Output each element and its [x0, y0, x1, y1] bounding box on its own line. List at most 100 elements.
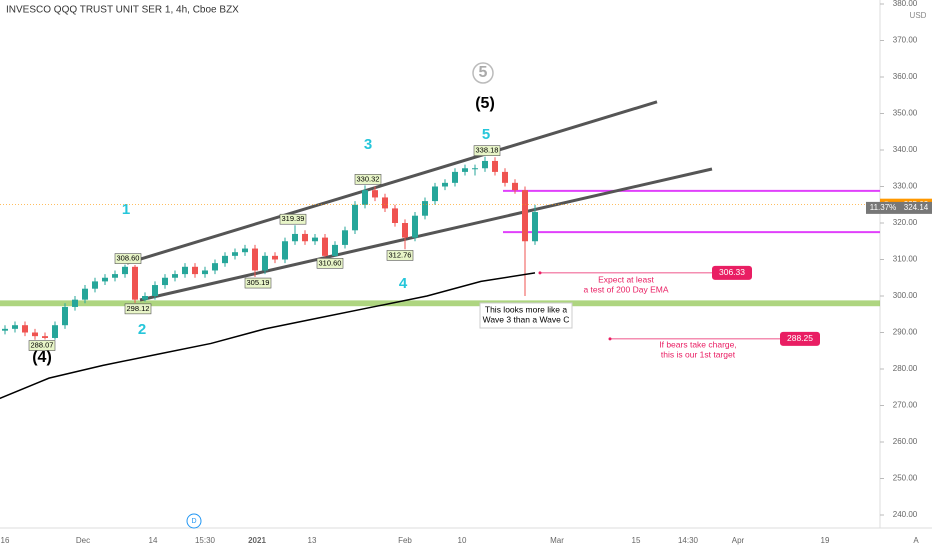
- currency: USD: [910, 11, 927, 20]
- y-tick-label: 360.00: [893, 72, 918, 81]
- candle-body: [242, 248, 248, 253]
- candle-body: [362, 190, 368, 205]
- wave-label: (4): [32, 349, 52, 366]
- target-dot: [608, 337, 612, 341]
- candle-body: [412, 215, 418, 238]
- candle-body: [392, 208, 398, 223]
- candle-body: [252, 248, 258, 271]
- note-box: [479, 302, 573, 329]
- note-text: this is our 1st target: [661, 349, 736, 359]
- wave-label: 3: [364, 136, 372, 153]
- x-tick-label: Dec: [76, 536, 90, 545]
- channel-upper: [126, 100, 658, 265]
- price-label: 305.19: [247, 278, 270, 287]
- candle-body: [262, 255, 268, 271]
- candle-body: [372, 190, 378, 198]
- dividend: D: [191, 518, 196, 525]
- x-tick-label: Feb: [398, 536, 412, 545]
- candle-body: [152, 285, 158, 296]
- candle-body: [302, 233, 308, 242]
- target-badge: [712, 265, 752, 280]
- candle-body: [352, 204, 358, 231]
- candle-body: [282, 241, 288, 260]
- target-badge: [780, 331, 820, 346]
- candle-body: [92, 281, 98, 289]
- y-tick-label: 350.00: [893, 109, 918, 118]
- candle-body: [2, 328, 8, 331]
- candle-body: [132, 266, 138, 300]
- y-tick-label: 280.00: [893, 364, 918, 373]
- candle-body: [162, 277, 168, 286]
- candle-body: [182, 266, 188, 275]
- candle-body: [292, 233, 298, 242]
- candle-body: [312, 237, 318, 242]
- x-tick-label: 14: [149, 536, 158, 545]
- y-tick-label: 300.00: [893, 291, 918, 300]
- x-tick-label: 14:30: [678, 536, 699, 545]
- dividend-icon: [186, 513, 202, 529]
- price-label: 288.07: [31, 341, 54, 350]
- candle-body: [422, 201, 428, 216]
- candle-body: [192, 266, 198, 275]
- y-tick-label: 260.00: [893, 437, 918, 446]
- candle-body: [502, 171, 508, 183]
- candle-body: [222, 255, 228, 264]
- candle-body: [102, 277, 108, 282]
- x-tick-label: 2021: [248, 536, 266, 545]
- candle-body: [482, 160, 488, 169]
- y-tick-label: 380.00: [893, 0, 918, 8]
- candle-body: [322, 237, 328, 256]
- wave-label: 5: [479, 64, 488, 81]
- price-label-box: [316, 258, 344, 269]
- x-tick-label: 15:30: [195, 536, 216, 545]
- candle-body: [442, 182, 448, 187]
- candle-body: [402, 223, 408, 238]
- price-label: 298.12: [127, 304, 150, 313]
- price-label: 338.18: [476, 146, 499, 155]
- note-text: Expect at least: [598, 274, 654, 284]
- price-label: 312.76: [389, 250, 412, 259]
- y-tick-label: 330.00: [893, 182, 918, 191]
- x-tick-label: 15: [632, 536, 641, 545]
- price-label-box: [244, 277, 272, 289]
- candle-body: [122, 266, 128, 275]
- candle-body: [52, 325, 58, 338]
- target-label: 306.33: [719, 267, 745, 277]
- x-tick-label: 19: [821, 536, 830, 545]
- candle-body: [522, 190, 528, 242]
- y-tick-label: 340.00: [893, 145, 918, 154]
- x-tick-label: 10: [458, 536, 467, 545]
- ema-line: [0, 272, 536, 400]
- chart-title: INVESCO QQQ TRUST UNIT SER 1, 4h, Cboe B…: [6, 5, 239, 16]
- y-tick-label: 310.00: [893, 255, 918, 264]
- candle-body: [82, 288, 88, 300]
- candle-body: [232, 252, 238, 256]
- candle-body: [472, 168, 478, 170]
- y-tick-label: 270.00: [893, 401, 918, 410]
- candle-body: [212, 263, 218, 271]
- x-tick-label: Apr: [732, 536, 745, 545]
- y-tick-label: 240.00: [893, 510, 918, 519]
- candle-body: [62, 306, 68, 326]
- last-tag-bg: [866, 201, 932, 214]
- candle-body: [42, 336, 48, 338]
- change: 11.37%: [870, 203, 897, 212]
- candle-body: [72, 299, 78, 307]
- price-label-box: [279, 213, 307, 225]
- candle-body: [332, 244, 338, 256]
- price-label-box: [124, 303, 152, 315]
- target-dot: [538, 271, 542, 275]
- candle-body: [342, 230, 348, 245]
- candle-body: [172, 274, 178, 278]
- note-text: a test of 200 Day EMA: [583, 284, 668, 294]
- x-tick-label: Mar: [550, 536, 564, 545]
- last-price: 324.14: [904, 203, 929, 212]
- target-label: 288.25: [787, 333, 813, 343]
- price-label: 319.39: [282, 214, 305, 223]
- candle-body: [12, 325, 18, 329]
- note-text: This looks more like a: [485, 304, 567, 314]
- note-text: If bears take charge,: [659, 339, 737, 349]
- candle-body: [382, 197, 388, 209]
- price-label-box: [28, 340, 56, 351]
